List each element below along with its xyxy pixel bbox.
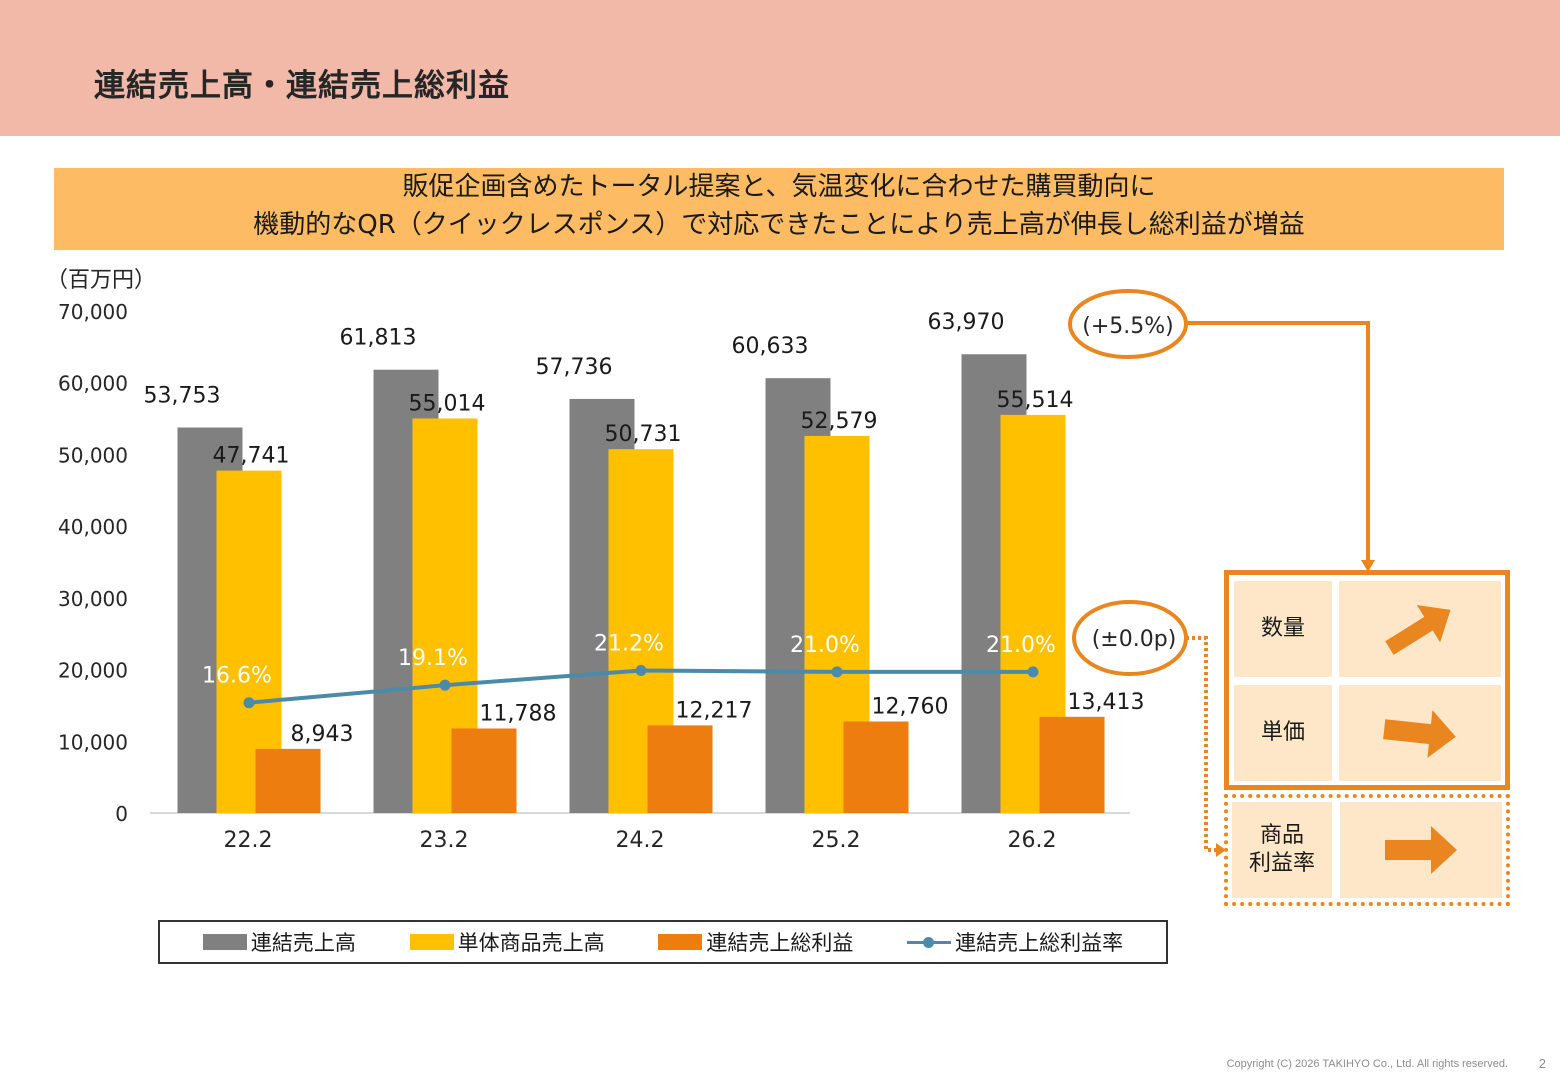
gross-margin-point bbox=[439, 679, 451, 691]
growth-callout-text: (+5.5%) bbox=[1082, 314, 1174, 339]
data-label: 52,579 bbox=[801, 409, 878, 434]
margin-connector-arrowhead bbox=[1216, 843, 1226, 857]
gross-margin-label: 21.0% bbox=[986, 633, 1056, 658]
data-label: 53,753 bbox=[144, 384, 221, 409]
legend-label: 単体商品売上高 bbox=[457, 931, 605, 955]
data-label: 13,413 bbox=[1068, 690, 1145, 715]
y-tick-label: 50,000 bbox=[58, 443, 128, 467]
y-tick-label: 10,000 bbox=[58, 730, 128, 754]
data-label: 63,970 bbox=[928, 310, 1005, 335]
bar-gross-profit bbox=[647, 725, 713, 813]
y-tick-label: 20,000 bbox=[58, 659, 128, 683]
arrow-right-icon bbox=[1385, 826, 1457, 874]
chart-legend: 連結売上高 単体商品売上高 連結売上総利益 連結売上総利益率 bbox=[158, 920, 1168, 964]
bar-gross-profit bbox=[255, 748, 321, 813]
arrow-up-right-icon bbox=[1385, 605, 1451, 655]
bar-gross-profit bbox=[843, 721, 909, 813]
factor-unit-price-arrow-cell bbox=[1339, 685, 1501, 781]
gross-margin-label: 21.0% bbox=[790, 633, 860, 658]
x-tick-label: 25.2 bbox=[812, 828, 861, 853]
gross-margin-point bbox=[1027, 666, 1039, 678]
y-tick-label: 40,000 bbox=[58, 515, 128, 539]
legend-item-gross-margin: 連結売上総利益率 bbox=[907, 927, 1123, 957]
legend-line-swatch bbox=[907, 934, 952, 950]
growth-connector bbox=[1186, 321, 1370, 562]
data-label: 55,514 bbox=[997, 388, 1074, 413]
y-tick-label: 30,000 bbox=[58, 587, 128, 611]
legend-item-consolidated-sales: 連結売上高 bbox=[202, 927, 356, 957]
data-label: 12,217 bbox=[676, 698, 753, 723]
page-number: 2 bbox=[1538, 1056, 1546, 1071]
legend-swatch bbox=[658, 934, 703, 950]
data-label: 47,741 bbox=[213, 444, 290, 469]
x-tick-label: 23.2 bbox=[420, 828, 469, 853]
legend-label: 連結売上高 bbox=[250, 931, 356, 955]
y-axis-unit-label: （百万円） bbox=[46, 268, 156, 293]
gross-margin-label: 16.6% bbox=[202, 664, 272, 689]
data-label: 60,633 bbox=[732, 334, 809, 359]
bar-gross-profit bbox=[451, 728, 517, 813]
factor-margin-label: 商品 利益率 bbox=[1232, 802, 1332, 898]
gross-margin-point bbox=[243, 697, 255, 709]
x-tick-label: 24.2 bbox=[616, 828, 665, 853]
data-label: 8,943 bbox=[291, 722, 354, 747]
factor-quantity-arrow-cell bbox=[1339, 581, 1501, 677]
arrow-slight-down-right-icon bbox=[1383, 710, 1456, 758]
legend-item-gross-profit: 連結売上総利益 bbox=[658, 927, 853, 957]
factor-grid-margin: 商品 利益率 bbox=[1224, 794, 1510, 906]
legend-swatch bbox=[409, 934, 454, 950]
data-label: 55,014 bbox=[409, 391, 486, 416]
x-tick-label: 26.2 bbox=[1008, 828, 1057, 853]
data-label: 11,788 bbox=[480, 701, 557, 726]
header-bar: 連結売上高・連結売上総利益 bbox=[0, 0, 1560, 136]
factor-margin-arrow-cell bbox=[1340, 802, 1502, 898]
factor-margin-label-line1: 商品 bbox=[1259, 823, 1304, 848]
banner-line-1: 販促企画含めたトータル提案と、気温変化に合わせた購買動向に bbox=[402, 172, 1156, 202]
data-label: 57,736 bbox=[536, 355, 613, 380]
data-label: 12,760 bbox=[872, 694, 949, 719]
legend-swatch bbox=[202, 934, 247, 950]
factor-quantity-label: 数量 bbox=[1234, 581, 1332, 677]
banner-line-2: 機動的なQR（クイックレスポンス）で対応できたことにより売上高が伸長し総利益が増… bbox=[253, 210, 1305, 240]
data-label: 50,731 bbox=[605, 422, 682, 447]
x-tick-label: 22.2 bbox=[224, 828, 273, 853]
copyright-notice: Copyright (C) 2026 TAKIHYO Co., Ltd. All… bbox=[1226, 1058, 1508, 1070]
legend-label: 連結売上総利益 bbox=[706, 931, 854, 955]
factor-grid: 数量 単価 bbox=[1224, 570, 1510, 790]
gross-margin-point bbox=[635, 664, 647, 676]
growth-connector-arrowhead bbox=[1361, 560, 1375, 572]
y-tick-label: 70,000 bbox=[58, 300, 128, 324]
gross-margin-point bbox=[831, 666, 843, 678]
y-tick-label: 60,000 bbox=[58, 372, 128, 396]
summary-banner: 販促企画含めたトータル提案と、気温変化に合わせた購買動向に 機動的なQR（クイッ… bbox=[54, 168, 1504, 250]
margin-callout-text: (±0.0p) bbox=[1092, 627, 1177, 652]
y-tick-label: 0 bbox=[115, 802, 128, 826]
factor-unit-price-label: 単価 bbox=[1234, 685, 1332, 781]
data-label: 61,813 bbox=[340, 326, 417, 351]
page-title: 連結売上高・連結売上総利益 bbox=[94, 68, 510, 104]
margin-connector bbox=[1186, 636, 1218, 852]
gross-margin-label: 21.2% bbox=[594, 631, 664, 656]
legend-label: 連結売上総利益率 bbox=[955, 931, 1124, 955]
bar-gross-profit bbox=[1039, 716, 1105, 813]
factor-margin-label-line2: 利益率 bbox=[1248, 851, 1315, 876]
legend-item-product-sales: 単体商品売上高 bbox=[409, 927, 605, 957]
gross-margin-label: 19.1% bbox=[398, 646, 468, 671]
